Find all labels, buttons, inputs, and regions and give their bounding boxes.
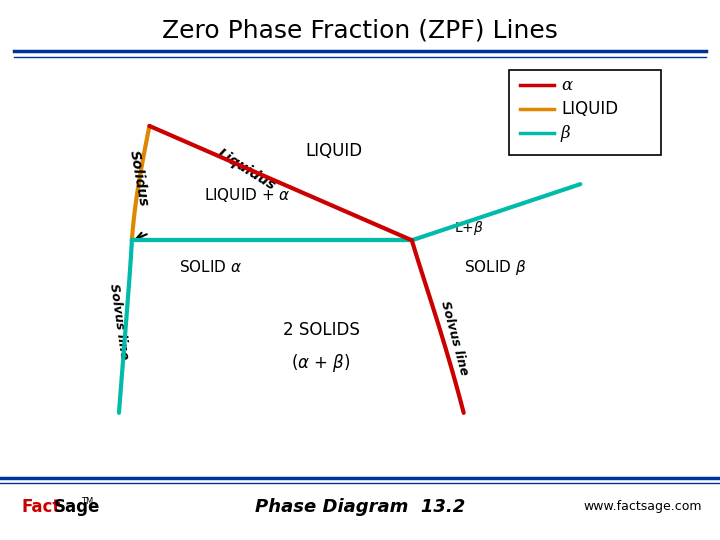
Text: Fact: Fact	[22, 497, 61, 516]
Text: Zero Phase Fraction (ZPF) Lines: Zero Phase Fraction (ZPF) Lines	[162, 19, 558, 43]
Text: SOLID $\alpha$: SOLID $\alpha$	[179, 259, 242, 275]
Text: 2 SOLIDS: 2 SOLIDS	[283, 321, 359, 339]
Text: LIQUID + $\alpha$: LIQUID + $\alpha$	[204, 186, 291, 204]
Text: www.factsage.com: www.factsage.com	[583, 500, 702, 513]
Text: Solvus line: Solvus line	[107, 282, 131, 360]
Text: Phase Diagram  13.2: Phase Diagram 13.2	[255, 497, 465, 516]
Text: Solvus line: Solvus line	[438, 299, 470, 377]
Text: Solidus: Solidus	[127, 148, 150, 207]
Text: TM: TM	[81, 497, 94, 505]
Text: LIQUID: LIQUID	[561, 100, 618, 118]
FancyBboxPatch shape	[509, 70, 661, 155]
Text: β: β	[561, 125, 570, 142]
Text: LIQUID: LIQUID	[305, 142, 363, 160]
Text: SOLID $\beta$: SOLID $\beta$	[464, 258, 526, 277]
Text: ($\alpha$ + $\beta$): ($\alpha$ + $\beta$)	[292, 352, 351, 374]
Text: Sage: Sage	[54, 497, 100, 516]
Text: L+$\beta$: L+$\beta$	[454, 219, 484, 237]
Text: α: α	[561, 77, 572, 93]
Text: Liquidus: Liquidus	[215, 146, 279, 193]
